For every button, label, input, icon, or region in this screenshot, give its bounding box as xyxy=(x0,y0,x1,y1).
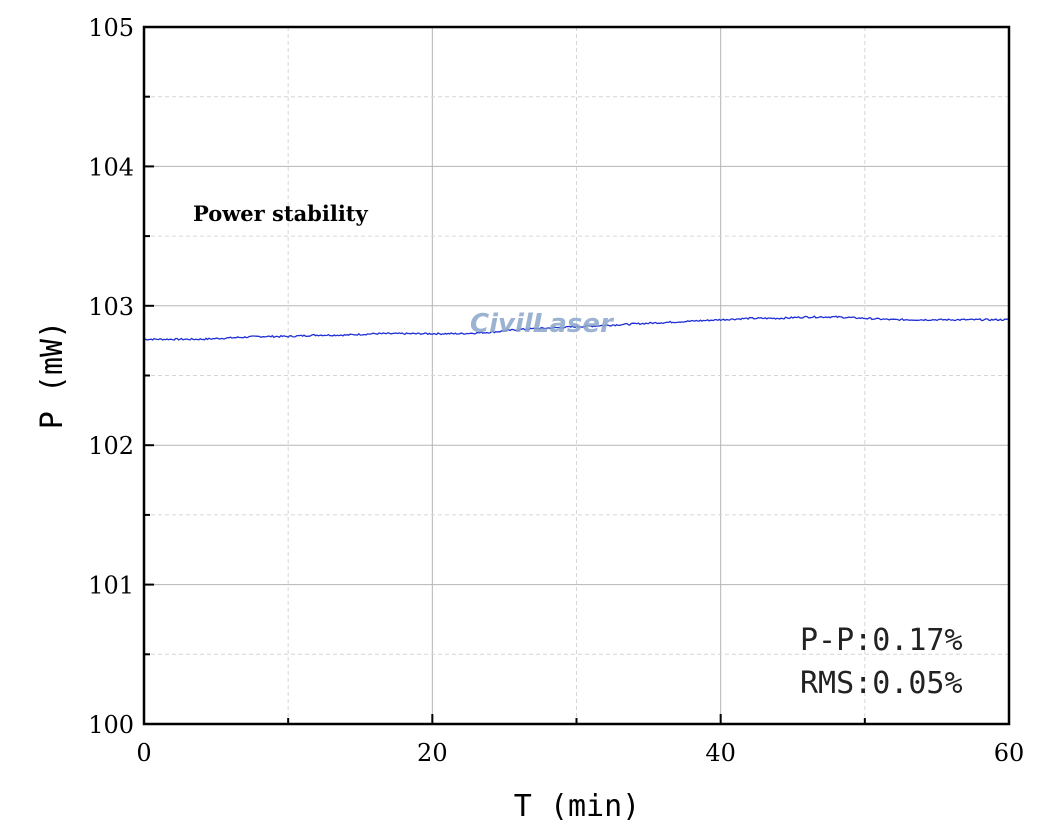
y-tick-label: 104 xyxy=(88,153,134,181)
watermark: CivilLaser xyxy=(470,309,615,339)
axis-ticks xyxy=(143,26,1010,725)
grid xyxy=(144,27,1009,724)
chart-title: Power stability xyxy=(193,201,368,226)
annotation-rms: RMS:0.05% xyxy=(800,666,963,701)
y-tick-label: 103 xyxy=(88,293,134,321)
y-tick-label: 100 xyxy=(88,711,134,739)
x-tick-label: 40 xyxy=(705,739,736,767)
x-tick-label: 60 xyxy=(994,739,1025,767)
tick-labels: 0 20 40 60 100 101 102 103 104 105 xyxy=(88,14,1024,767)
plot-area xyxy=(143,315,1010,341)
series-line-power xyxy=(143,315,1010,341)
annotation-pp: P-P:0.17% xyxy=(800,623,963,658)
x-tick-label: 0 xyxy=(136,739,151,767)
x-axis-title: T (min) xyxy=(514,789,640,824)
y-axis-title: P (mW) xyxy=(35,321,70,429)
x-tick-label: 20 xyxy=(417,739,448,767)
y-tick-label: 105 xyxy=(88,14,134,42)
y-tick-label: 102 xyxy=(88,432,134,460)
y-tick-label: 101 xyxy=(88,572,134,600)
